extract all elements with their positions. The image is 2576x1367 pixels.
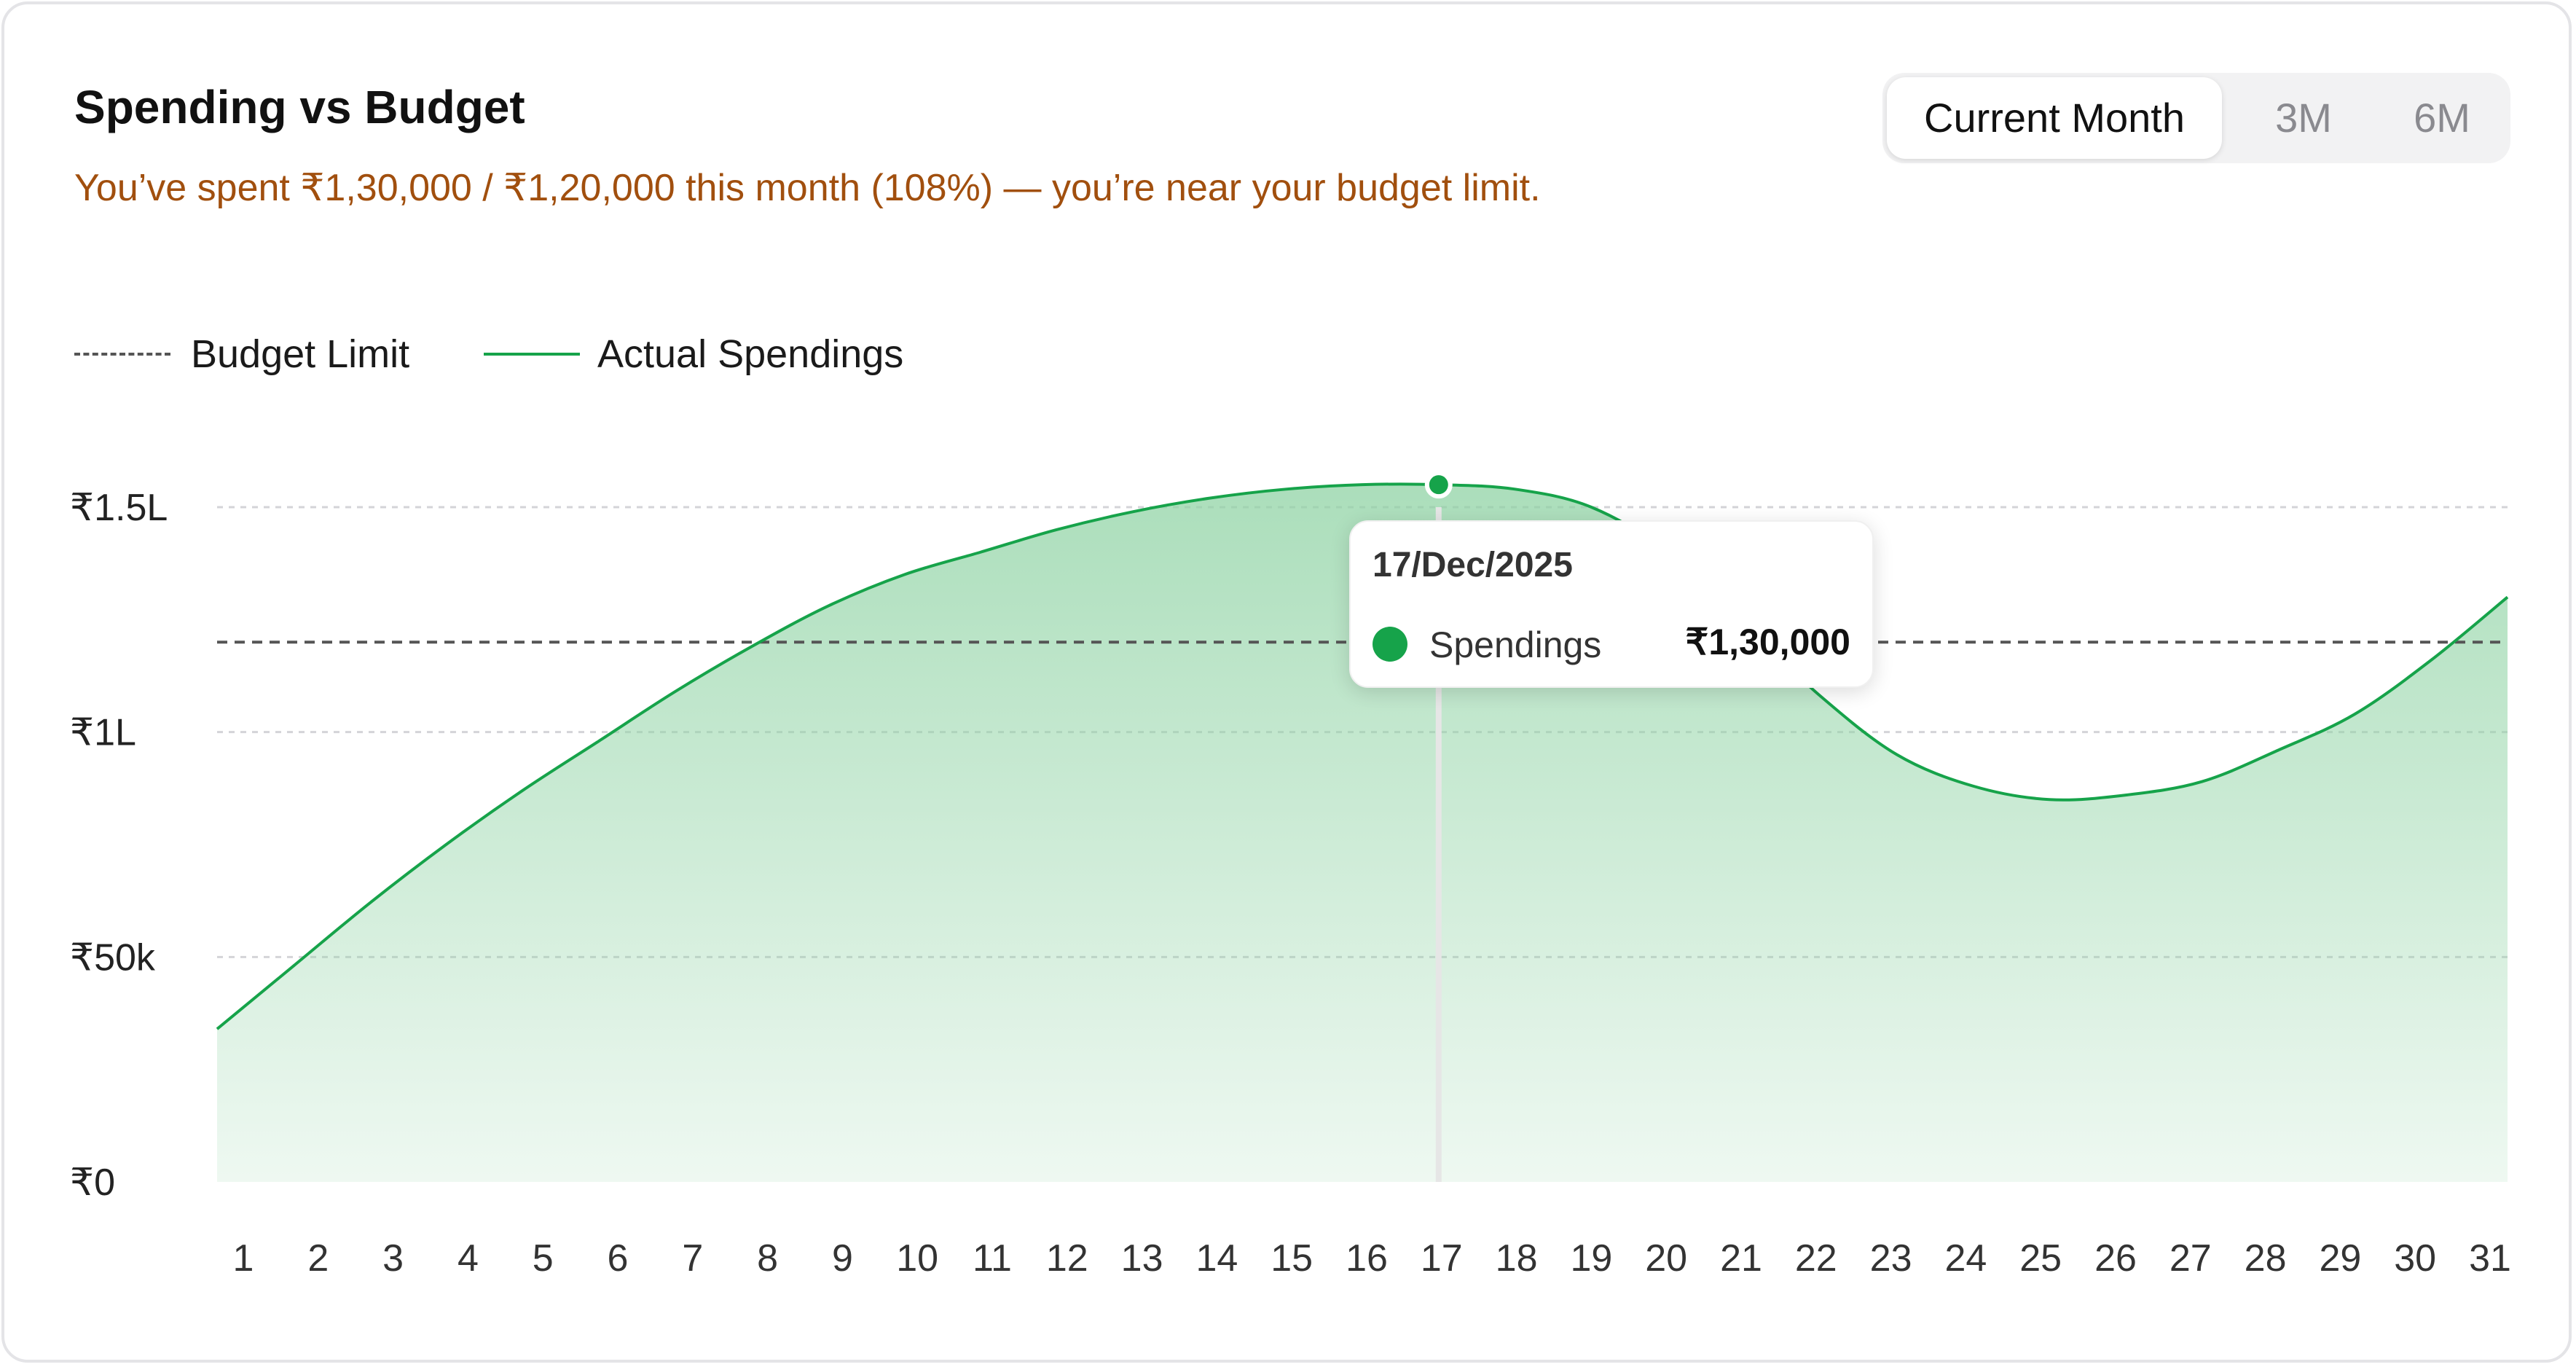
actual-spendings-area xyxy=(217,484,2508,1182)
highlighted-point[interactable] xyxy=(1424,471,1453,499)
x-tick-label: 1 xyxy=(233,1237,254,1280)
actual-spendings-line xyxy=(216,482,2509,1030)
x-tick-label: 6 xyxy=(608,1237,629,1280)
x-tick-label: 12 xyxy=(1046,1237,1088,1280)
x-tick-label: 25 xyxy=(2019,1237,2062,1280)
x-tick-label: 13 xyxy=(1121,1237,1163,1280)
x-tick-label: 20 xyxy=(1645,1237,1687,1280)
budget-limit-swatch xyxy=(74,353,170,356)
x-tick-label: 5 xyxy=(533,1237,554,1280)
x-tick-label: 11 xyxy=(973,1237,1012,1280)
chart-tooltip: 17/Dec/2025 Spendings ₹1,30,000 xyxy=(1349,520,1874,688)
y-tick-label: ₹50k xyxy=(70,936,156,979)
tooltip-date: 17/Dec/2025 xyxy=(1373,546,1573,584)
x-tick-label: 31 xyxy=(2469,1237,2511,1280)
x-tick-label: 17 xyxy=(1421,1237,1463,1280)
spendings-dot-icon xyxy=(1373,627,1407,662)
y-tick-label: ₹0 xyxy=(70,1162,115,1204)
x-tick-label: 8 xyxy=(757,1237,778,1280)
x-tick-label: 15 xyxy=(1271,1237,1313,1280)
x-tick-label: 3 xyxy=(382,1237,404,1280)
actual-spendings-swatch xyxy=(484,353,580,356)
x-tick-label: 10 xyxy=(896,1237,938,1280)
x-tick-label: 9 xyxy=(832,1237,853,1280)
legend-actual-spendings: Actual Spendings xyxy=(597,332,904,376)
x-tick-label: 2 xyxy=(307,1237,329,1280)
tooltip-label: Spendings xyxy=(1429,624,1602,665)
range-3m-button[interactable]: 3M xyxy=(2275,95,2332,141)
range-current-month-button[interactable]: Current Month xyxy=(1887,77,2222,159)
x-tick-label: 21 xyxy=(1720,1237,1762,1280)
x-tick-label: 7 xyxy=(682,1237,703,1280)
x-tick-label: 27 xyxy=(2169,1237,2212,1280)
card-title: Spending vs Budget xyxy=(74,81,525,133)
x-tick-label: 22 xyxy=(1795,1237,1837,1280)
x-tick-label: 18 xyxy=(1496,1237,1538,1280)
tooltip-value: ₹1,30,000 xyxy=(1685,622,1850,662)
x-tick-label: 19 xyxy=(1570,1237,1612,1280)
x-tick-label: 14 xyxy=(1195,1237,1238,1280)
range-6m-button[interactable]: 6M xyxy=(2414,95,2470,141)
y-tick-label: ₹1L xyxy=(70,712,136,754)
budget-warning-text: You’ve spent ₹1,30,000 / ₹1,20,000 this … xyxy=(74,167,1541,209)
x-tick-label: 26 xyxy=(2094,1237,2137,1280)
x-tick-label: 30 xyxy=(2394,1237,2436,1280)
x-tick-label: 16 xyxy=(1346,1237,1388,1280)
x-tick-label: 23 xyxy=(1870,1237,1912,1280)
x-tick-label: 29 xyxy=(2319,1237,2361,1280)
range-selector: Current Month 3M 6M xyxy=(1882,73,2510,163)
x-tick-label: 4 xyxy=(458,1237,479,1280)
x-tick-label: 24 xyxy=(1944,1237,1987,1280)
y-tick-label: ₹1.5L xyxy=(70,487,168,529)
legend-budget-limit: Budget Limit xyxy=(191,332,410,376)
x-tick-label: 28 xyxy=(2245,1237,2287,1280)
